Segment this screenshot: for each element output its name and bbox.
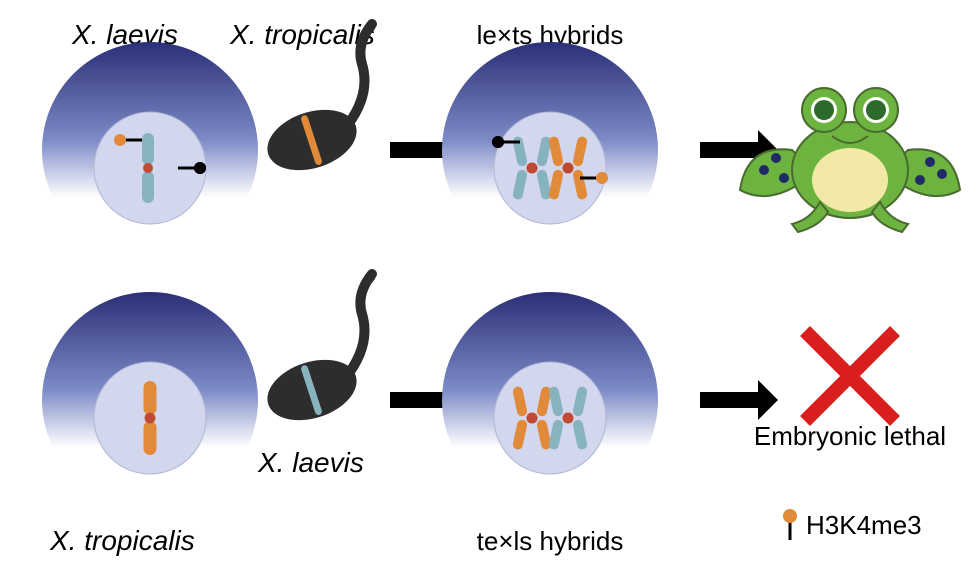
legend-label: H3K4me3 [806, 510, 922, 540]
legend-h3k4me3: H3K4me3 [783, 509, 922, 540]
label-laevis-sperm: X. laevis [257, 447, 364, 478]
egg-laevis [42, 42, 258, 258]
diagram: X. laevisX. tropicalisle×ts hybridsX. tr… [42, 19, 960, 556]
label-tropicalis-sperm: X. tropicalis [229, 19, 375, 50]
egg-hybrid-lexts [442, 42, 658, 258]
arrow-2b [700, 380, 778, 420]
lethal-cross-icon [805, 331, 895, 421]
frog-icon [740, 88, 960, 232]
label-hybrid-bottom: te×ls hybrids [477, 526, 624, 556]
sperm-laevis [260, 274, 372, 431]
egg-tropicalis [42, 292, 258, 508]
label-lethal: Embryonic lethal [754, 421, 946, 451]
egg-hybrid-texls [442, 292, 658, 508]
nucleus-tropicalis [144, 381, 157, 455]
label-tropicalis-egg: X. tropicalis [49, 525, 195, 556]
